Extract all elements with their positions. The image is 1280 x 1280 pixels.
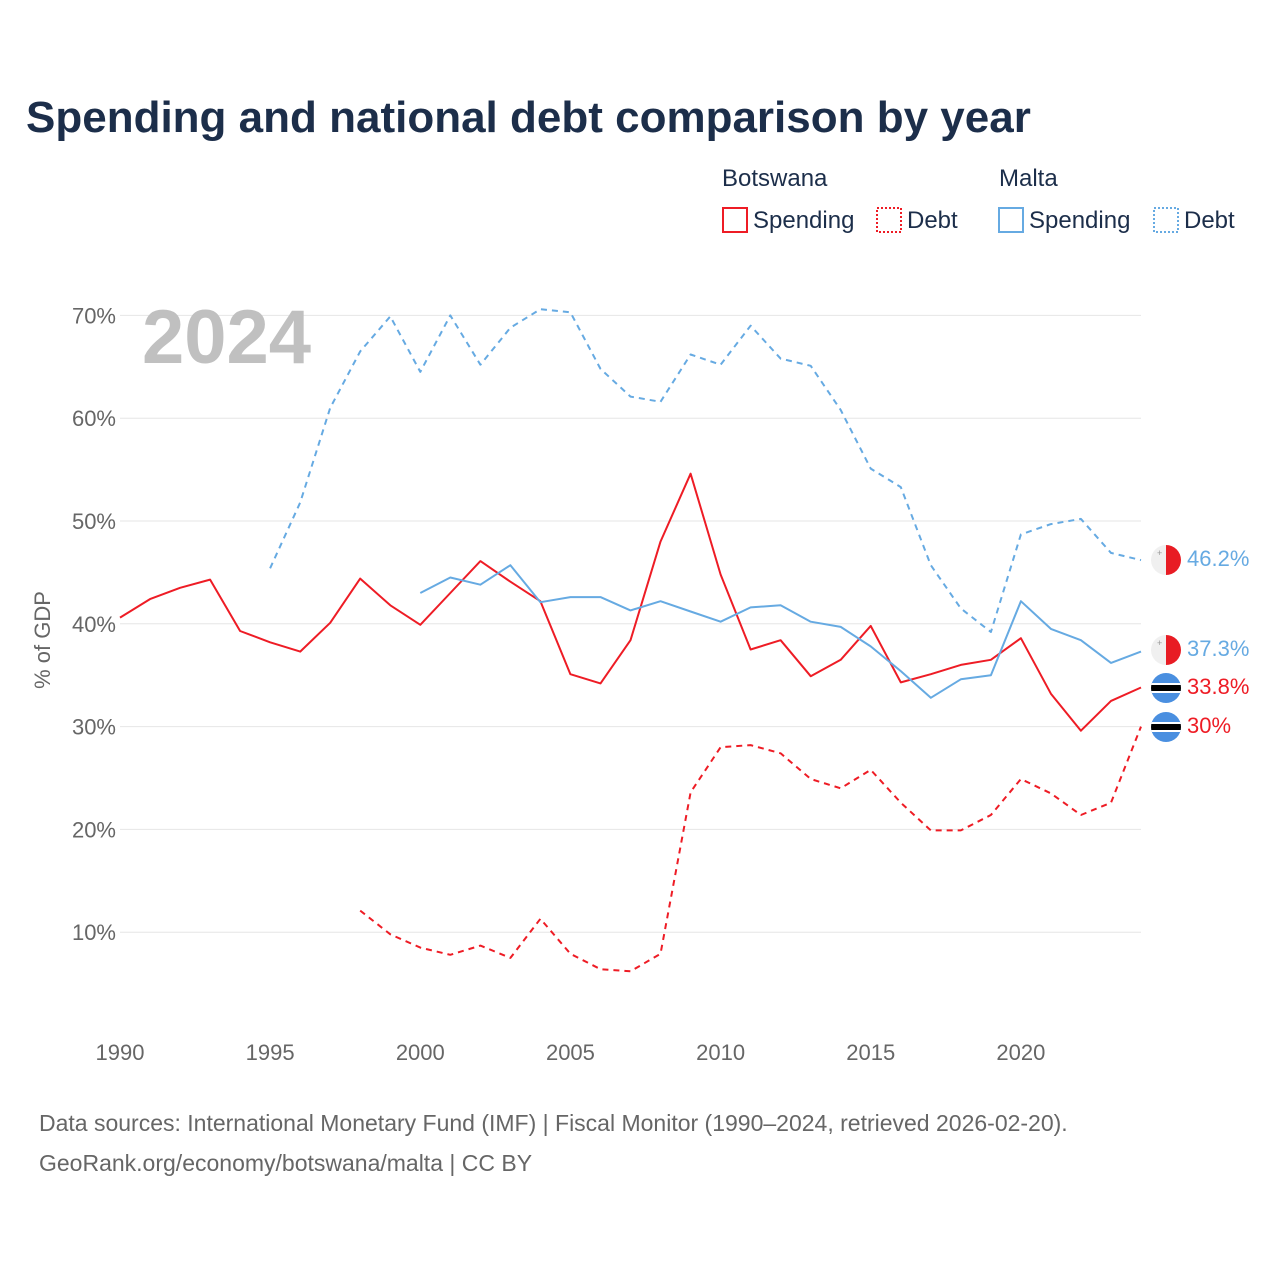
y-tick-label: 30% — [72, 715, 116, 740]
series-line-botswana-spending[interactable] — [119, 472, 1142, 732]
series-line-botswana-debt[interactable] — [359, 726, 1142, 973]
end-labels: + 46.2% + 37.3% 33.8% 30% — [1151, 545, 1249, 742]
y-tick-label: 40% — [72, 612, 116, 637]
malta-flag-icon: + — [1151, 635, 1181, 665]
svg-text:+: + — [1157, 548, 1162, 558]
end-label-botswana-spending: 33.8% — [1187, 674, 1249, 699]
x-tick-label: 1990 — [96, 1040, 145, 1065]
legend-swatch-botswana-spending[interactable] — [722, 207, 748, 233]
series-line-malta-spending[interactable] — [419, 564, 1142, 699]
legend-swatch-malta-spending[interactable] — [998, 207, 1024, 233]
end-label-malta-spending: 37.3% — [1187, 636, 1249, 661]
x-axis-ticks: 1990 1995 2000 2005 2010 2015 2020 — [96, 1040, 1046, 1065]
source-line-1: Data sources: International Monetary Fun… — [39, 1110, 1068, 1136]
y-tick-label: 60% — [72, 406, 116, 431]
botswana-flag-icon — [1151, 673, 1181, 703]
legend: Botswana Spending Debt Malta Spending De… — [722, 165, 1235, 234]
legend-swatch-botswana-debt[interactable] — [876, 207, 902, 233]
svg-text:+: + — [1157, 638, 1162, 648]
end-label-botswana-debt: 30% — [1187, 713, 1231, 738]
legend-item-botswana-spending[interactable]: Spending — [753, 207, 854, 234]
legend-item-malta-debt[interactable]: Debt — [1184, 207, 1235, 234]
y-tick-label: 10% — [72, 920, 116, 945]
malta-flag-icon: + — [1151, 545, 1181, 575]
x-tick-label: 2005 — [546, 1040, 595, 1065]
y-tick-label: 20% — [72, 817, 116, 842]
y-tick-label: 50% — [72, 509, 116, 534]
gridlines — [120, 314, 1141, 933]
y-axis-label: % of GDP — [30, 591, 55, 689]
year-label: 2024 — [142, 295, 311, 380]
x-tick-label: 2000 — [396, 1040, 445, 1065]
legend-item-botswana-debt[interactable]: Debt — [907, 207, 958, 234]
legend-swatch-malta-debt[interactable] — [1153, 207, 1179, 233]
x-tick-label: 1995 — [246, 1040, 295, 1065]
x-tick-label: 2015 — [846, 1040, 895, 1065]
x-tick-label: 2020 — [996, 1040, 1045, 1065]
legend-item-malta-spending[interactable]: Spending — [1029, 207, 1130, 234]
botswana-flag-icon — [1151, 712, 1181, 742]
legend-group-malta: Malta — [999, 165, 1058, 192]
chart-title: Spending and national debt comparison by… — [26, 93, 1031, 142]
y-tick-label: 70% — [72, 303, 116, 328]
series-group — [119, 308, 1142, 973]
series-line-malta-debt[interactable] — [269, 308, 1142, 633]
source-line-2: GeoRank.org/economy/botswana/malta | CC … — [39, 1150, 532, 1176]
end-label-malta-debt: 46.2% — [1187, 546, 1249, 571]
x-tick-label: 2010 — [696, 1040, 745, 1065]
y-axis-ticks: 10% 20% 30% 40% 50% 60% 70% — [72, 303, 116, 945]
legend-group-botswana: Botswana — [722, 165, 828, 192]
